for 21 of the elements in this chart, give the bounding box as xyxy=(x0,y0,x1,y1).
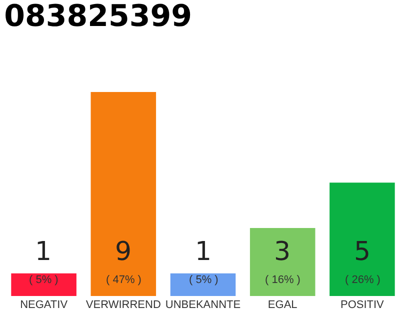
chart-title: 083825399 xyxy=(4,0,192,34)
bar xyxy=(170,273,236,296)
annotation: ( 16% ) xyxy=(265,274,300,286)
annotation: ( 5% ) xyxy=(189,274,218,286)
bar xyxy=(90,92,156,296)
x-tick-label: VERWIRREND xyxy=(86,299,161,311)
bar xyxy=(330,182,395,296)
annotation: ( 5% ) xyxy=(29,274,58,286)
data-label: 1 xyxy=(195,237,212,267)
x-tick-label: NEGATIV xyxy=(20,299,68,311)
annotation: ( 26% ) xyxy=(345,274,380,286)
annotation: ( 47% ) xyxy=(106,274,142,286)
data-label: 5 xyxy=(354,237,371,267)
data-label: 1 xyxy=(35,237,52,267)
bar xyxy=(11,273,76,296)
bar xyxy=(250,228,316,296)
data-label: 9 xyxy=(115,237,132,267)
data-label: 3 xyxy=(274,237,291,267)
x-tick-label: UNBEKANNTE xyxy=(165,299,241,311)
x-tick-label: POSITIV xyxy=(340,299,385,311)
x-tick-label: EGAL xyxy=(268,299,298,311)
